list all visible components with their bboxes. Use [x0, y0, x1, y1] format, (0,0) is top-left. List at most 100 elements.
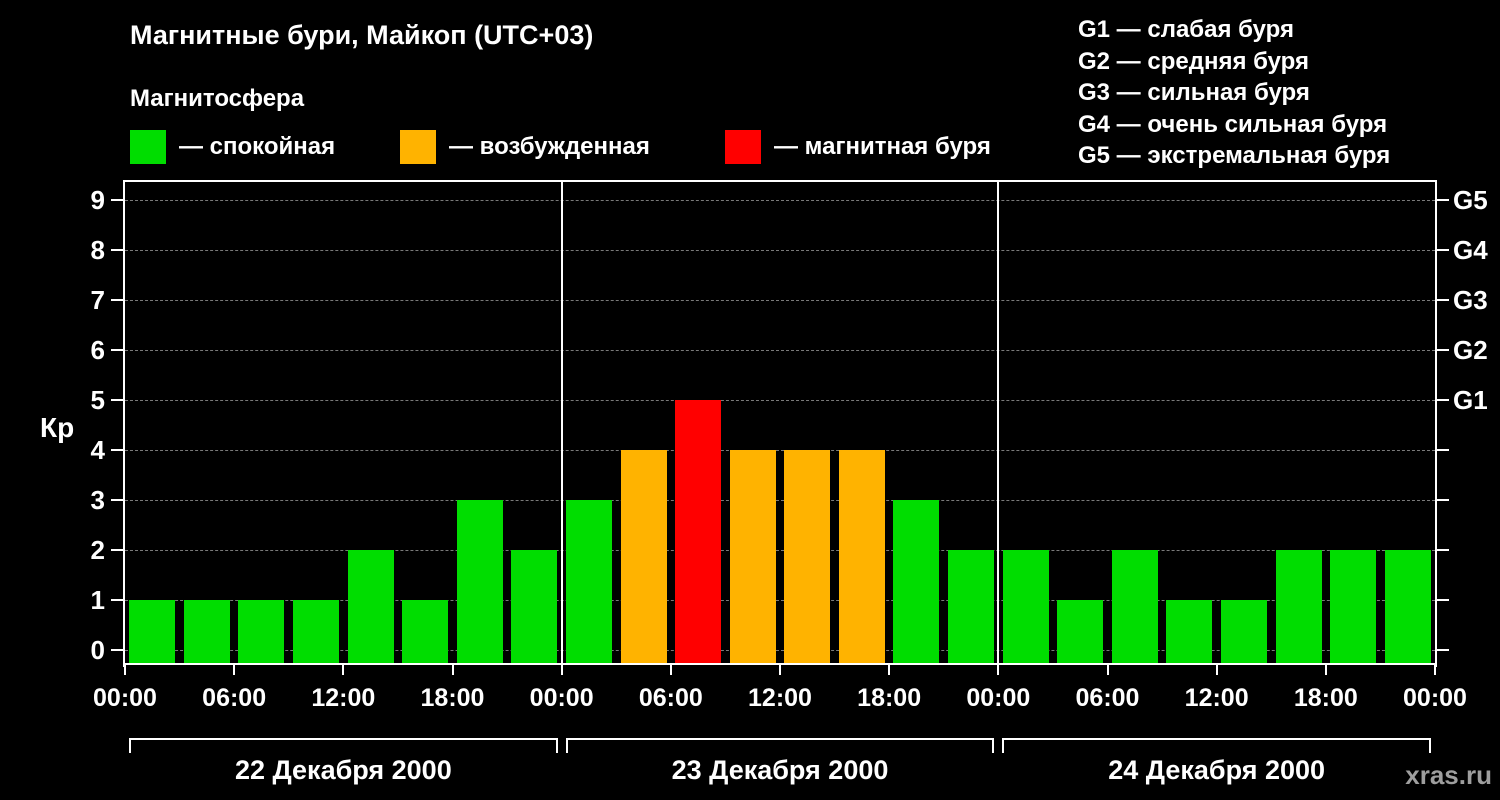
kp-bar: [784, 450, 831, 663]
y-axis-tick-label: 0: [90, 635, 105, 665]
x-axis-tick-label: 00:00: [1403, 684, 1467, 712]
y-axis-tick-label: 6: [90, 335, 105, 365]
kp-bar: [1057, 600, 1104, 663]
y-axis-label: Кр: [40, 412, 75, 443]
y-axis-tick-right: [1437, 499, 1449, 501]
x-axis-tick: [1106, 665, 1109, 675]
y-axis-tick: [111, 299, 123, 301]
kp-bar: [1275, 550, 1322, 663]
day-bracket: [129, 738, 558, 753]
legend-item-label: — магнитная буря: [774, 133, 991, 160]
x-axis-tick-label: 12:00: [748, 684, 812, 712]
storm-scale-item: G4 — очень сильная буря: [1078, 110, 1388, 138]
day-date-label: 24 Декабря 2000: [1108, 755, 1326, 785]
legend-item: — возбужденная: [400, 129, 650, 165]
y-axis-tick-label: 1: [90, 585, 105, 615]
storm-scale-item: G5 — экстремальная буря: [1078, 142, 1391, 170]
x-axis-tick: [779, 665, 781, 675]
kp-bar: [183, 600, 230, 663]
y-axis-tick-right: [1437, 549, 1449, 551]
y-axis-tick-label: 7: [90, 285, 105, 315]
y-axis-tick-right: [1437, 649, 1449, 651]
y-axis-tick: [111, 599, 123, 601]
kp-bar: [675, 400, 722, 663]
kp-bar: [402, 600, 449, 663]
x-axis-tick: [888, 665, 891, 675]
gridline-kp-5: [125, 400, 1435, 401]
day-bracket: [1002, 738, 1431, 753]
kp-bar: [948, 550, 995, 663]
day-date-label: 23 Декабря 2000: [671, 755, 889, 785]
kp-bar: [456, 500, 503, 663]
gridline-kp-4: [125, 450, 1435, 451]
y-axis-tick-label: 5: [90, 385, 105, 415]
y-axis-tick-right: [1437, 299, 1449, 301]
day-bracket-cap-left: [565, 740, 568, 753]
gridline-kp-1: [125, 600, 1435, 601]
y-axis-tick: [111, 249, 123, 251]
y-axis-tick-right: [1437, 349, 1449, 351]
axis-top: [123, 180, 1437, 182]
kp-bar: [511, 550, 558, 663]
y-axis-tick-right: [1437, 399, 1449, 401]
legend-color-swatch: [400, 130, 436, 164]
y-axis-tick-right: [1437, 199, 1449, 201]
gridline-kp-3: [125, 500, 1435, 501]
kp-bar: [620, 450, 667, 663]
legend-color-swatch: [725, 130, 761, 164]
y-axis-tick-label: 4: [90, 435, 105, 465]
axis-bottom: [123, 663, 1437, 665]
kp-bar: [729, 450, 776, 663]
x-axis-tick: [997, 665, 1000, 675]
y-axis-tick: [111, 199, 123, 201]
x-axis-tick: [1324, 665, 1327, 675]
kp-bar: [238, 600, 285, 663]
kp-bar: [1220, 600, 1267, 663]
chart-title: Магнитные бури, Майкоп (UTC+03): [130, 20, 594, 50]
x-axis-tick: [342, 665, 345, 675]
right-axis-g-label: G3: [1453, 285, 1488, 315]
kp-bar: [1111, 550, 1158, 663]
day-bracket: [565, 738, 995, 753]
x-axis-tick-label: 06:00: [638, 684, 703, 712]
x-axis-tick: [1434, 665, 1436, 675]
x-axis-tick: [560, 665, 563, 675]
storm-scale-item: G1 — слабая буря: [1078, 16, 1295, 43]
x-axis-tick-label: 06:00: [1075, 684, 1140, 712]
x-axis-tick: [233, 665, 236, 675]
gridline-kp-2: [125, 550, 1435, 551]
day-bracket-cap-right: [555, 740, 558, 753]
day-date-label: 22 Декабря 2000: [234, 755, 452, 785]
watermark: xras.ru: [1405, 760, 1492, 790]
day-separator-line: [560, 182, 563, 663]
kp-bar: [1002, 550, 1049, 663]
storm-scale-item: G3 — сильная буря: [1078, 79, 1310, 107]
x-axis-tick-label: 12:00: [311, 684, 376, 712]
day-separator-line: [997, 182, 1000, 663]
y-axis-tick-label: 3: [90, 485, 105, 515]
x-axis-tick-label: 00:00: [966, 684, 1031, 712]
kp-bar: [347, 550, 394, 663]
legend-color-swatch: [130, 130, 166, 164]
kp-bar: [129, 600, 176, 663]
kp-bar: [838, 450, 885, 663]
legend-item: — магнитная буря: [725, 129, 991, 165]
y-axis-tick-right: [1437, 599, 1449, 601]
x-axis-tick: [124, 665, 126, 675]
y-axis-tick: [111, 499, 123, 501]
y-axis-tick: [111, 649, 123, 651]
right-axis-g-label: G2: [1453, 335, 1488, 365]
y-axis-tick-label: 9: [90, 185, 105, 215]
y-axis-tick: [111, 449, 123, 451]
legend-item-label: — спокойная: [179, 133, 336, 160]
axis-right: [1435, 180, 1437, 667]
gridline-kp-9: [125, 200, 1435, 201]
x-axis-tick-label: 18:00: [1293, 684, 1358, 712]
kp-bar: [1384, 550, 1431, 663]
storm-scale-legend: G1 — слабая буря G2 — средняя буря G3 — си…: [1078, 14, 1390, 172]
magnetosphere-legend: — спокойная — возбужденная — магнитная бур…: [130, 129, 1030, 165]
legend-item-label: — возбужденная: [449, 133, 650, 160]
y-axis-tick-right: [1437, 449, 1449, 451]
kp-bar: [893, 500, 940, 663]
day-bracket-cap-left: [1002, 740, 1005, 753]
